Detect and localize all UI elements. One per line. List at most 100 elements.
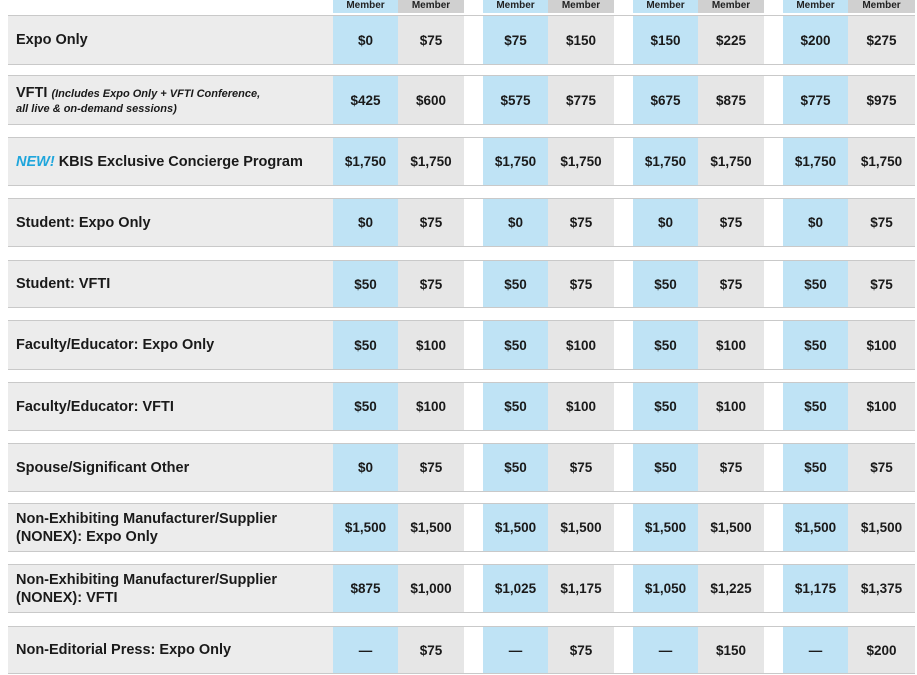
table-row: Expo Only $0 $75 $75 $150 $150 $225 $200 $275 [8, 15, 915, 65]
price-cell: $50 [333, 383, 398, 430]
price-cell: $50 [483, 321, 548, 369]
table-row: Spouse/Significant Other $0 $75 $50 $75 $50 $7… [8, 443, 915, 492]
price-cell: $575 [483, 76, 548, 124]
price-cell: $775 [548, 76, 614, 124]
price-cell: $75 [698, 444, 764, 491]
price-cell: $1,175 [783, 565, 848, 612]
group-gap [764, 565, 783, 612]
row-label: Non-Exhibiting Manufacturer/Supplier (NON… [16, 565, 326, 612]
column-header-member: Member [698, 0, 764, 13]
group-gap [614, 321, 633, 369]
price-cell: $75 [398, 627, 464, 673]
table-row: VFTI (Includes Expo Only + VFTI Conferen… [8, 75, 915, 125]
row-label: Spouse/Significant Other [16, 444, 326, 491]
group-gap [614, 261, 633, 307]
group-gap [764, 261, 783, 307]
row-label-text: KBIS Exclusive Concierge Program [58, 153, 303, 170]
group-gap [614, 627, 633, 673]
row-label-text: Expo Only [16, 32, 88, 48]
price-cell: $50 [633, 444, 698, 491]
price-cell: $0 [333, 444, 398, 491]
row-label-text: Spouse/Significant Other [16, 459, 190, 476]
row-label-text: Faculty/Educator: Expo Only [16, 337, 215, 353]
column-header-member: Member [848, 0, 915, 13]
row-label: Non-Editorial Press: Expo Only [16, 627, 326, 673]
row-label-text: (NONEX): VFTI [16, 589, 118, 606]
price-cell: $1,750 [698, 138, 764, 185]
price-cell: $1,750 [398, 138, 464, 185]
group-gap [614, 138, 633, 185]
group-gap [464, 565, 483, 612]
price-cell: $50 [783, 444, 848, 491]
price-cell: $50 [483, 383, 548, 430]
price-cell: $75 [548, 261, 614, 307]
price-cell: — [633, 627, 698, 673]
price-cell: $1,500 [698, 504, 764, 551]
price-cell: $1,500 [333, 504, 398, 551]
price-cell: $75 [548, 199, 614, 246]
row-note: all live & on-demand sessions) [16, 103, 177, 115]
price-cell: $75 [848, 261, 915, 307]
price-cell: $875 [333, 565, 398, 612]
price-cell: — [333, 627, 398, 673]
column-header-member: Member [333, 0, 398, 13]
price-cell: $225 [698, 16, 764, 64]
price-cell: $100 [398, 383, 464, 430]
price-cell: $1,500 [633, 504, 698, 551]
column-header-member: Member [483, 0, 548, 13]
price-cell: $75 [848, 199, 915, 246]
row-label-text: Student: VFTI [16, 276, 111, 292]
row-label: Student: VFTI [16, 261, 326, 307]
price-cell: $100 [548, 321, 614, 369]
group-gap [614, 504, 633, 551]
group-gap [764, 383, 783, 430]
price-cell: $50 [483, 261, 548, 307]
price-cell: $150 [633, 16, 698, 64]
row-label: Student: Expo Only [16, 199, 326, 246]
column-header-member: Member [548, 0, 614, 13]
price-cell: $1,500 [783, 504, 848, 551]
group-gap [464, 16, 483, 64]
price-cell: $100 [848, 383, 915, 430]
price-cell: $1,500 [548, 504, 614, 551]
group-gap [614, 16, 633, 64]
price-cell: $425 [333, 76, 398, 124]
price-cell: $75 [698, 199, 764, 246]
price-cell: $75 [398, 199, 464, 246]
price-cell: $0 [483, 199, 548, 246]
price-cell: $100 [698, 321, 764, 369]
table-row: Non-Exhibiting Manufacturer/Supplier (NON… [8, 503, 915, 552]
price-cell: $0 [333, 199, 398, 246]
row-label-text: Non-Exhibiting Manufacturer/Supplier [16, 510, 278, 527]
group-gap [764, 16, 783, 64]
group-gap [764, 199, 783, 246]
price-cell: $1,500 [398, 504, 464, 551]
column-header-member: Member [783, 0, 848, 13]
price-cell: $1,750 [483, 138, 548, 185]
price-cell: $875 [698, 76, 764, 124]
price-cell: $50 [633, 383, 698, 430]
price-cell: $200 [848, 627, 915, 673]
price-cell: $775 [783, 76, 848, 124]
column-header-member: Member [398, 0, 464, 13]
row-label-text: (NONEX): Expo Only [16, 528, 158, 545]
price-cell: $75 [398, 261, 464, 307]
price-cell: $75 [698, 261, 764, 307]
row-label: Faculty/Educator: VFTI [16, 383, 326, 430]
price-cell: $600 [398, 76, 464, 124]
group-gap [764, 444, 783, 491]
group-gap [464, 321, 483, 369]
group-gap [614, 383, 633, 430]
group-gap [464, 504, 483, 551]
price-cell: $1,000 [398, 565, 464, 612]
price-cell: $1,175 [548, 565, 614, 612]
group-gap [764, 504, 783, 551]
price-cell: — [483, 627, 548, 673]
row-label: Faculty/Educator: Expo Only [16, 321, 326, 369]
price-cell: $150 [548, 16, 614, 64]
new-tag: NEW! [16, 153, 55, 170]
price-cell: $50 [783, 261, 848, 307]
group-gap [764, 76, 783, 124]
price-cell: $75 [848, 444, 915, 491]
row-label-text: Non-Exhibiting Manufacturer/Supplier [16, 571, 278, 588]
